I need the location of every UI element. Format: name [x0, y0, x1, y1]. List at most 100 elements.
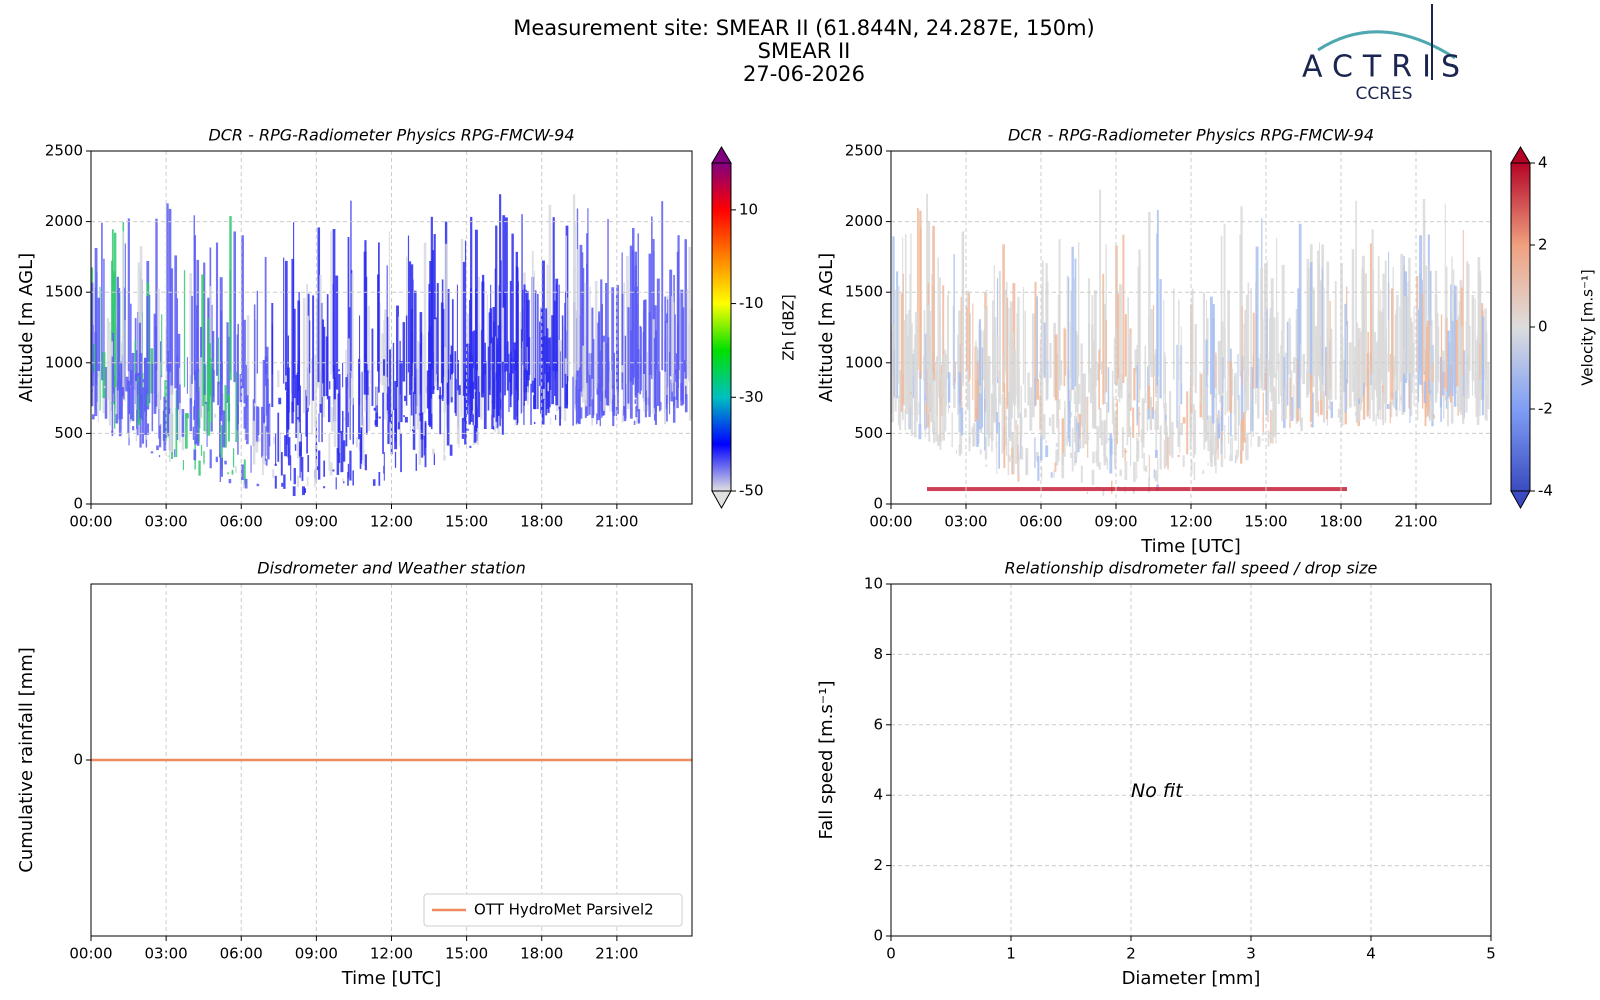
echo-streak — [973, 423, 976, 447]
echo-streak — [1111, 370, 1114, 425]
echo-streak — [1068, 401, 1071, 447]
echo-streak — [286, 388, 290, 430]
echo-streak — [908, 363, 910, 429]
x-tick-label: 06:00 — [220, 513, 263, 531]
echo-streak — [1075, 431, 1078, 458]
echo-streak — [523, 284, 526, 381]
echo-streak — [939, 370, 942, 442]
echo-streak — [327, 396, 331, 423]
echo-streak — [1095, 450, 1097, 463]
echo-streak — [686, 288, 689, 376]
echo-streak — [1369, 243, 1372, 375]
echo-streak — [232, 448, 235, 468]
echo-streak — [193, 406, 195, 420]
x-tick-label: 4 — [1366, 945, 1376, 963]
echo-streak — [479, 325, 481, 392]
echo-streak — [404, 416, 408, 423]
echo-streak — [242, 481, 245, 489]
echo-streak — [1105, 244, 1107, 393]
echo-streak — [394, 451, 397, 468]
echo-streak — [423, 242, 427, 386]
echo-streak — [349, 372, 351, 440]
echo-streak — [1083, 373, 1086, 423]
echo-streak — [546, 264, 549, 372]
y-tick-label: 1500 — [45, 283, 83, 301]
echo-streak — [135, 429, 138, 442]
echo-streak — [1384, 260, 1387, 382]
echo-streak — [1453, 285, 1457, 407]
logo-arc — [1317, 30, 1456, 60]
echo-streak — [167, 368, 169, 430]
echo-streak — [1451, 256, 1453, 378]
echo-streak — [506, 341, 509, 391]
echo-streak — [1124, 314, 1127, 377]
echo-streak — [274, 463, 277, 466]
echo-streak — [1340, 263, 1343, 382]
echo-streak — [1312, 287, 1315, 388]
echo-streak — [513, 342, 517, 420]
echo-streak — [1006, 297, 1009, 409]
echo-streak — [1377, 395, 1379, 419]
echo-streak — [343, 440, 346, 462]
echo-streak — [381, 333, 385, 386]
echo-streak — [1460, 326, 1463, 415]
echo-streak — [942, 361, 946, 441]
echo-streak — [116, 276, 119, 391]
echo-streak — [675, 353, 678, 401]
echo-streak — [307, 315, 310, 409]
echo-streak — [1360, 331, 1362, 411]
echo-streak — [1017, 424, 1019, 460]
echo-streak — [403, 415, 405, 418]
echo-streak — [1262, 392, 1264, 433]
echo-streak — [671, 296, 674, 384]
echo-streak — [219, 277, 223, 385]
echo-streak — [137, 262, 141, 374]
echo-streak — [1320, 366, 1323, 400]
echo-streak — [477, 276, 480, 407]
echo-streak — [386, 410, 388, 423]
echo-streak — [998, 270, 1001, 405]
echo-streak — [404, 395, 407, 402]
echo-streak — [294, 444, 297, 451]
echo-streak — [1027, 372, 1030, 406]
echo-streak — [384, 309, 388, 394]
echo-streak — [1218, 413, 1221, 424]
date: 27-06-2026 — [743, 62, 865, 86]
echo-streak — [1040, 361, 1044, 438]
echo-streak — [284, 375, 288, 383]
echo-streak — [521, 365, 524, 413]
x-tick-label: 21:00 — [595, 513, 638, 531]
echo-streak — [1424, 265, 1428, 400]
echo-streak — [239, 374, 243, 403]
echo-streak — [127, 218, 130, 372]
echo-streak — [329, 381, 331, 390]
echo-streak — [958, 372, 962, 405]
echo-streak — [1009, 338, 1013, 417]
echo-streak — [1165, 420, 1167, 466]
echo-streak — [475, 288, 478, 391]
colorbar-tick-label: -50 — [739, 482, 764, 500]
echo-streak — [937, 434, 941, 447]
echo-streak — [486, 294, 488, 411]
echo-streak — [996, 278, 999, 384]
echo-streak — [1447, 330, 1450, 397]
echo-streak — [1191, 302, 1193, 406]
echo-streak — [1069, 321, 1071, 379]
echo-streak — [262, 359, 266, 422]
echo-streak — [1219, 341, 1222, 403]
echo-streak — [111, 356, 114, 437]
echo-streak — [181, 409, 185, 437]
echo-streak — [1446, 317, 1448, 392]
echo-streak — [1200, 398, 1204, 401]
echo-streak — [1373, 332, 1377, 390]
echo-streak — [400, 361, 403, 423]
echo-streak — [937, 257, 939, 398]
echo-streak — [1127, 396, 1130, 437]
echo-streak — [343, 481, 345, 484]
echo-streak — [1272, 317, 1276, 378]
echo-streak — [128, 371, 130, 446]
echo-streak — [1237, 394, 1241, 426]
echo-streak — [1148, 455, 1150, 478]
echo-streak — [985, 364, 988, 436]
echo-streak — [594, 280, 598, 389]
